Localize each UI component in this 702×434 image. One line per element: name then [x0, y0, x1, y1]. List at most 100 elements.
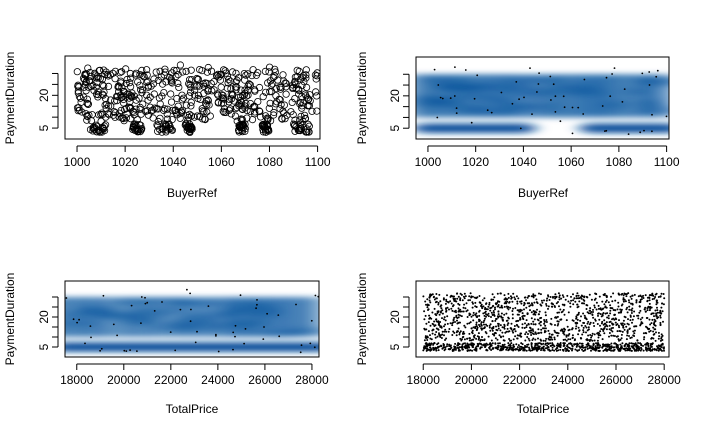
density-outlier-point: [536, 91, 538, 93]
scatter-point: [554, 293, 557, 296]
scatter-point: [499, 292, 502, 295]
scatter-point: [238, 121, 246, 129]
scatter-point: [562, 308, 565, 311]
scatter-point: [594, 348, 597, 350]
scatter-point: [129, 107, 137, 115]
scatter-point: [559, 308, 562, 311]
scatter-point: [493, 314, 496, 317]
scatter-point: [439, 321, 442, 323]
scatter-point: [530, 342, 533, 345]
scatter-point: [586, 338, 589, 341]
scatter-point: [182, 101, 190, 109]
scatter-point: [565, 334, 568, 337]
scatter-point: [601, 308, 604, 311]
density-outlier-point: [179, 308, 182, 311]
scatter-point: [583, 349, 586, 352]
scatter-point: [482, 344, 485, 347]
scatter-point: [489, 309, 492, 312]
scatter-point: [446, 294, 448, 297]
scatter-point: [441, 317, 443, 320]
scatter-point: [279, 71, 287, 79]
scatter-point: [220, 105, 229, 113]
scatter-point: [451, 350, 454, 352]
scatter-point: [160, 71, 168, 79]
scatter-point: [620, 322, 623, 325]
scatter-point: [615, 335, 618, 338]
scatter-point: [497, 313, 500, 316]
scatter-point: [433, 307, 436, 310]
scatter-point: [493, 334, 496, 337]
panel-2-x-axis: 1000 1020 1040 1060 1080 1100: [415, 145, 680, 169]
scatter-point: [220, 95, 228, 103]
scatter-point: [86, 126, 95, 134]
scatter-point: [652, 333, 655, 336]
scatter-point: [627, 323, 630, 326]
scatter-point: [624, 300, 627, 303]
scatter-point: [425, 303, 427, 306]
scatter-point: [546, 342, 549, 345]
scatter-point: [521, 346, 524, 349]
scatter-point: [475, 315, 478, 318]
scatter-point: [147, 82, 155, 90]
scatter-point: [662, 347, 665, 350]
scatter-point: [447, 301, 450, 304]
density-outlier-point: [433, 68, 436, 71]
scatter-point: [559, 343, 562, 346]
scatter-point: [607, 301, 610, 304]
density-outlier-point: [89, 325, 92, 327]
scatter-point: [602, 345, 605, 348]
scatter-point: [458, 333, 461, 336]
scatter-point: [433, 295, 435, 298]
scatter-point: [660, 346, 663, 349]
density-layer: [65, 297, 319, 352]
scatter-point: [547, 305, 550, 308]
scatter-point: [187, 98, 195, 106]
scatter-point: [571, 347, 574, 350]
scatter-point: [454, 297, 456, 300]
scatter-point: [262, 128, 270, 136]
density-outlier-point: [243, 342, 246, 345]
scatter-point: [557, 332, 560, 335]
scatter-point: [655, 331, 657, 334]
scatter-point: [194, 91, 202, 99]
scatter-point: [475, 305, 478, 308]
scatter-point: [470, 296, 473, 299]
scatter-point: [555, 349, 558, 352]
scatter-point: [556, 315, 559, 318]
scatter-point: [302, 83, 311, 92]
scatter-point: [648, 330, 651, 333]
scatter-point: [628, 305, 631, 308]
scatter-point: [547, 329, 550, 332]
scatter-point: [508, 348, 511, 351]
density-outlier-point: [300, 344, 303, 347]
density-blob: [303, 342, 319, 352]
scatter-point: [513, 296, 516, 299]
scatter-point: [615, 324, 618, 326]
scatter-point: [590, 336, 593, 339]
panel-3-marks: [65, 281, 319, 357]
density-outlier-point: [278, 335, 281, 338]
scatter-point: [616, 308, 619, 311]
density-outlier-point: [232, 331, 235, 334]
scatter-point: [476, 335, 479, 338]
scatter-point: [313, 107, 320, 115]
density-outlier-point: [144, 302, 147, 305]
scatter-point: [589, 307, 592, 310]
scatter-point: [480, 327, 483, 330]
scatter-point: [599, 313, 602, 315]
scatter-point: [167, 90, 175, 98]
scatter-point: [214, 91, 222, 99]
scatter-point: [424, 335, 427, 338]
scatter-point: [657, 349, 660, 352]
scatter-point: [443, 330, 446, 333]
density-blob: [112, 298, 151, 306]
scatter-point: [592, 308, 594, 311]
scatter-point: [633, 335, 636, 337]
scatter-point: [628, 301, 631, 304]
scatter-point: [136, 81, 144, 89]
scatter-point: [652, 337, 655, 340]
scatter-point: [503, 327, 506, 330]
scatter-point: [508, 301, 511, 304]
scatter-point: [521, 323, 524, 326]
scatter-point: [425, 322, 428, 325]
